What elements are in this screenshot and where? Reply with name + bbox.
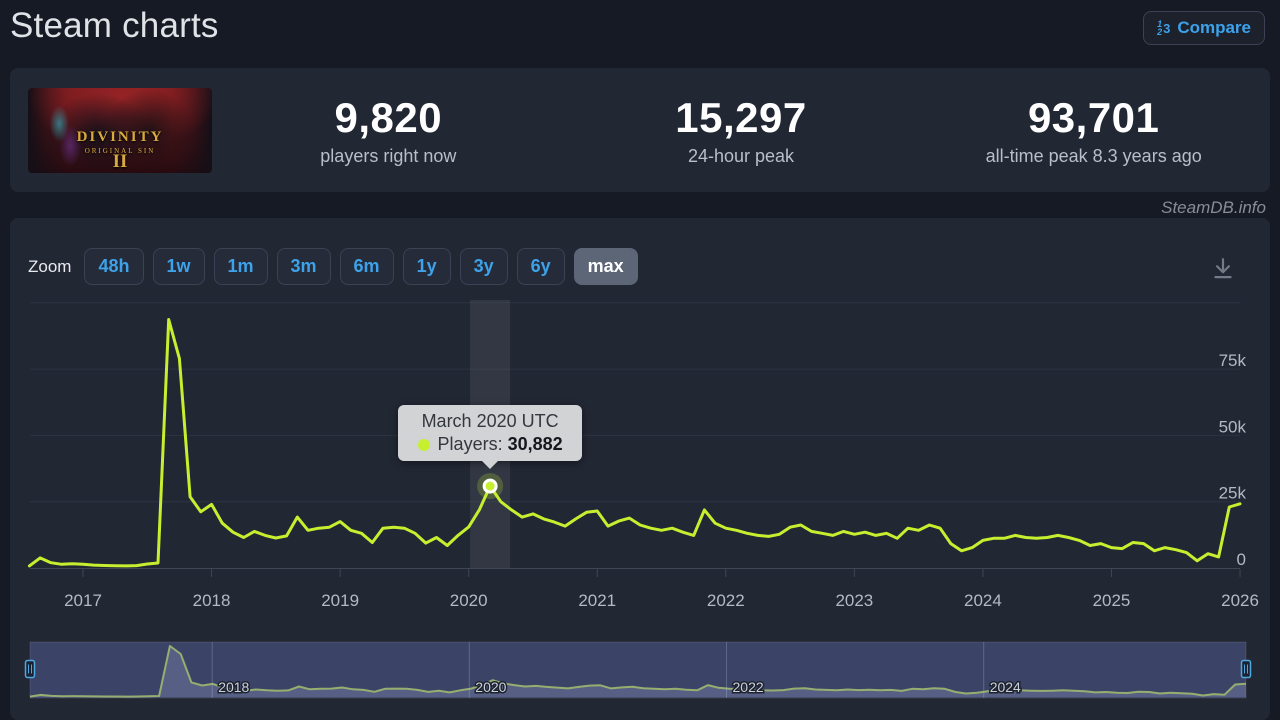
x-axis-label: 2026 [1221, 591, 1259, 610]
download-icon[interactable] [1210, 256, 1236, 282]
zoom-range-6y[interactable]: 6y [516, 248, 565, 285]
zoom-range-6m[interactable]: 6m [339, 248, 394, 285]
x-axis-label: 2019 [321, 591, 359, 610]
x-axis-label: 2022 [707, 591, 745, 610]
game-capsule-title: DIVINITY ORIGINAL SIN II [76, 129, 164, 172]
x-axis-label: 2021 [578, 591, 616, 610]
navigator-chart[interactable]: 2018 2020 2022 2024 [10, 636, 1270, 706]
navigator-year-label: 2024 [990, 679, 1021, 695]
y-axis-label: 25k [1219, 484, 1247, 503]
zoom-range-3y[interactable]: 3y [459, 248, 508, 285]
chart-tooltip: March 2020 UTC Players: 30,882 [398, 405, 583, 470]
chart-card: Zoom 48h 1w 1m 3m 6m 1y 3y 6y max 2017 2018 2019 20… [10, 218, 1270, 720]
compare-button-label: Compare [1177, 18, 1251, 37]
zoom-range-1y[interactable]: 1y [402, 248, 451, 285]
nav-handle-left[interactable] [24, 659, 36, 679]
stats-card: DIVINITY ORIGINAL SIN II 9,820 players r… [10, 68, 1270, 192]
stat-value: 15,297 [675, 93, 807, 141]
navigator-year-label: 2020 [475, 679, 506, 695]
players-line [27, 318, 1242, 568]
stat-24h-peak: 15,297 24-hour peak [565, 68, 918, 192]
x-axis-label: 2017 [64, 591, 102, 610]
players-line-chart[interactable]: 2017 2018 2019 2020 2021 2022 2023 2024 2025 2026… [10, 296, 1270, 620]
game-capsule-image[interactable]: DIVINITY ORIGINAL SIN II [28, 88, 212, 173]
nav-handle-right[interactable] [1240, 659, 1252, 679]
tooltip-value: 30,882 [507, 434, 563, 455]
zoom-range-1w[interactable]: 1w [152, 248, 205, 285]
zoom-range-48h[interactable]: 48h [84, 248, 144, 285]
stats-row: 9,820 players right now 15,297 24-hour p… [212, 68, 1270, 192]
stat-label: all-time peak 8.3 years ago [985, 145, 1202, 166]
zoom-range-buttons: 48h 1w 1m 3m 6m 1y 3y 6y max [84, 248, 638, 285]
hover-marker [482, 478, 498, 494]
x-axis-label: 2025 [1093, 591, 1131, 610]
y-axis-label: 50k [1219, 417, 1247, 436]
stat-label: 24-hour peak [687, 145, 795, 166]
y-axis-label: 75k [1219, 351, 1247, 370]
x-axis-label: 2023 [835, 591, 873, 610]
x-axis-label: 2020 [450, 591, 488, 610]
stat-players-now: 9,820 players right now [212, 68, 565, 192]
navigator-year-label: 2018 [218, 679, 249, 695]
stat-label: players right now [320, 145, 457, 166]
chart-toolbar: Zoom 48h 1w 1m 3m 6m 1y 3y 6y max [28, 248, 638, 285]
stat-value: 93,701 [1027, 93, 1160, 141]
zoom-label: Zoom [28, 256, 72, 276]
navigator-selected-mask[interactable] [30, 642, 1246, 698]
navigator-year-label: 2022 [733, 679, 764, 695]
navigator-line [29, 645, 1247, 698]
series-dot-icon [417, 438, 430, 451]
tooltip-date: March 2020 UTC [421, 411, 559, 432]
zoom-range-max[interactable]: max [573, 248, 638, 285]
page-title: Steam charts [10, 6, 219, 45]
x-axis-label: 2024 [964, 591, 1002, 610]
zoom-range-3m[interactable]: 3m [276, 248, 331, 285]
stat-alltime-peak: 93,701 all-time peak 8.3 years ago [917, 68, 1270, 192]
tooltip-series-label: Players: [437, 434, 503, 455]
stat-value: 9,820 [334, 93, 443, 141]
x-axis-label: 2018 [193, 591, 231, 610]
steamdb-watermark: SteamDB.info [1161, 198, 1266, 217]
zoom-range-1m[interactable]: 1m [213, 248, 268, 285]
y-axis-label: 0 [1237, 550, 1246, 569]
